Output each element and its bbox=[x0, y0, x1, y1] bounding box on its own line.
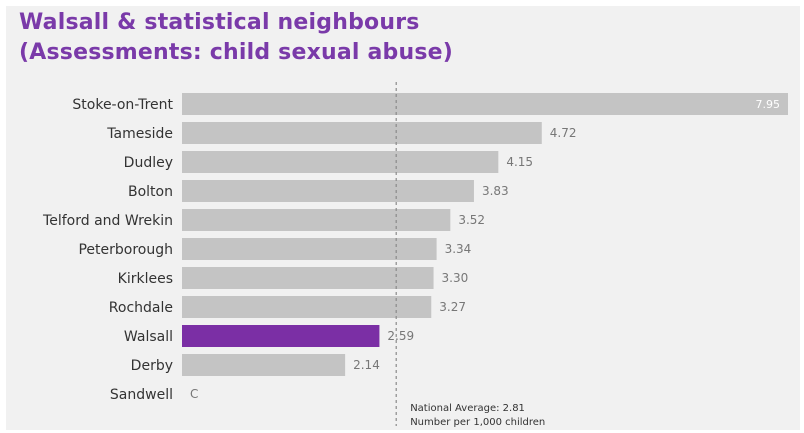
bar-tameside bbox=[182, 122, 542, 144]
category-label-bolton: Bolton bbox=[128, 184, 173, 200]
bar-dudley bbox=[182, 151, 499, 173]
bar-stoke-on-trent bbox=[182, 93, 788, 115]
bar-kirklees bbox=[182, 267, 434, 289]
value-label-walsall: 2.59 bbox=[387, 329, 414, 343]
bar-bolton bbox=[182, 180, 474, 202]
category-label-kirklees: Kirklees bbox=[118, 271, 173, 287]
category-label-peterborough: Peterborough bbox=[78, 242, 173, 258]
chart-title-line-1: Walsall & statistical neighbours bbox=[19, 10, 420, 35]
chart-title-line-2: (Assessments: child sexual abuse) bbox=[19, 40, 453, 65]
bar-peterborough bbox=[182, 238, 437, 260]
value-label-sandwell: C bbox=[190, 387, 198, 401]
value-label-derby: 2.14 bbox=[353, 358, 380, 372]
value-label-telford-and-wrekin: 3.52 bbox=[458, 213, 485, 227]
value-label-bolton: 3.83 bbox=[482, 184, 509, 198]
value-label-stoke-on-trent: 7.95 bbox=[756, 98, 781, 111]
national-average-label: National Average: 2.81 bbox=[410, 403, 525, 414]
value-label-rochdale: 3.27 bbox=[439, 300, 466, 314]
category-label-rochdale: Rochdale bbox=[109, 300, 173, 316]
category-label-walsall: Walsall bbox=[124, 329, 173, 345]
category-label-stoke-on-trent: Stoke-on-Trent bbox=[72, 97, 173, 113]
category-label-telford-and-wrekin: Telford and Wrekin bbox=[42, 213, 173, 229]
value-label-dudley: 4.15 bbox=[506, 155, 533, 169]
category-label-tameside: Tameside bbox=[106, 126, 173, 142]
units-label: Number per 1,000 children bbox=[410, 417, 545, 428]
bar-telford-and-wrekin bbox=[182, 209, 451, 231]
value-label-kirklees: 3.30 bbox=[442, 271, 469, 285]
bar-derby bbox=[182, 354, 346, 376]
bar-rochdale bbox=[182, 296, 432, 318]
value-label-tameside: 4.72 bbox=[550, 126, 577, 140]
category-label-dudley: Dudley bbox=[124, 155, 173, 171]
value-label-peterborough: 3.34 bbox=[445, 242, 472, 256]
category-label-derby: Derby bbox=[131, 358, 173, 374]
category-label-sandwell: Sandwell bbox=[110, 387, 173, 403]
bar-walsall bbox=[182, 325, 380, 347]
